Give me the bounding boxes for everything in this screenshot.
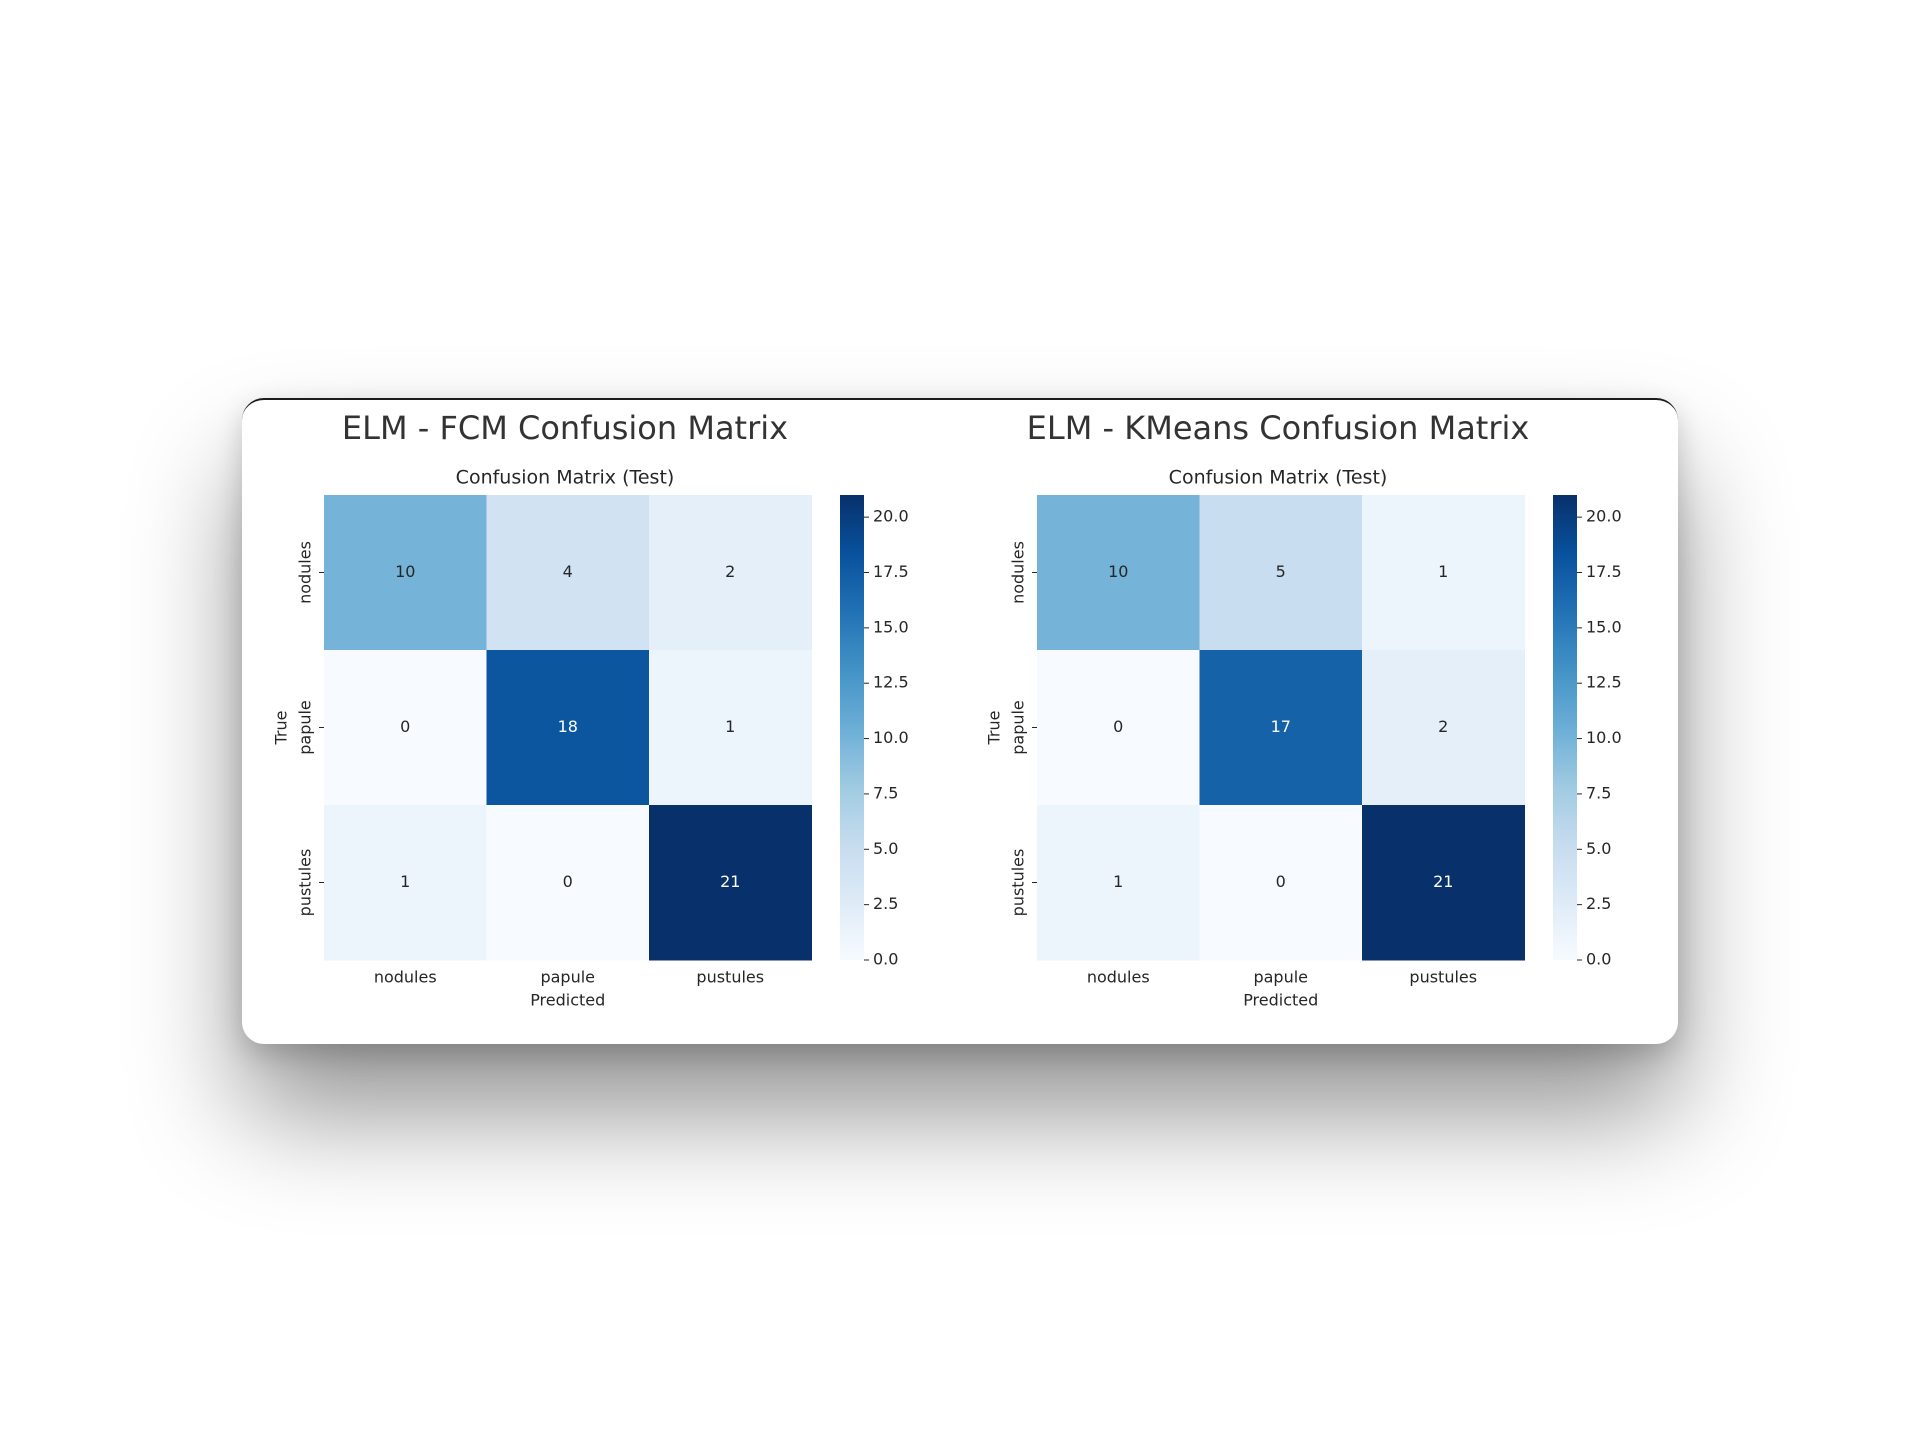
colorbar-tick-label: 15.0 xyxy=(873,617,909,636)
cell-value-label: 4 xyxy=(563,562,573,581)
cell-value-label: 10 xyxy=(395,562,415,581)
plot-title: Confusion Matrix (Test) xyxy=(456,467,675,489)
heatmap-panel-1: ELM - FCM Confusion Matrix Confusion Matr… xyxy=(272,409,909,1010)
colorbar-tick-label: 2.5 xyxy=(873,894,898,913)
heatmap-cell xyxy=(1362,650,1525,806)
cell-value-label: 2 xyxy=(1438,717,1448,736)
colorbar xyxy=(840,495,864,960)
heatmap-cell xyxy=(1037,805,1200,961)
heatmap-cell xyxy=(1199,495,1363,651)
colorbar-tick-label: 7.5 xyxy=(1586,783,1611,802)
cell-value-label: 0 xyxy=(1113,717,1123,736)
y-tick-label: pustules xyxy=(1009,849,1028,917)
cell-value-label: 17 xyxy=(1271,717,1291,736)
cell-value-label: 2 xyxy=(725,562,735,581)
x-tick-label: nodules xyxy=(1087,968,1150,987)
colorbar-tick-label: 5.0 xyxy=(873,839,898,858)
heatmap-cell xyxy=(649,805,812,961)
y-tick-label: nodules xyxy=(296,541,315,604)
cell-value-label: 21 xyxy=(1433,872,1453,891)
heatmap-cell xyxy=(1037,495,1200,651)
colorbar xyxy=(1553,495,1577,960)
cell-value-label: 0 xyxy=(563,872,573,891)
cell-value-label: 1 xyxy=(725,717,735,736)
y-tick-label: papule xyxy=(1009,700,1028,755)
colorbar-tick-label: 10.0 xyxy=(873,728,909,747)
heatmap-cell xyxy=(324,495,487,651)
x-tick-label: pustules xyxy=(1409,968,1477,987)
colorbar-tick-label: 20.0 xyxy=(1586,507,1622,526)
heatmap-cell xyxy=(1199,650,1363,806)
confusion-matrix-figure: ELM - FCM Confusion Matrix Confusion Matr… xyxy=(272,409,1622,1010)
colorbar-tick-label: 12.5 xyxy=(873,673,909,692)
heatmap-cell xyxy=(1037,650,1200,806)
heatmap-panel-2: ELM - KMeans Confusion Matrix Confusion M… xyxy=(985,409,1622,1010)
colorbar-tick-label: 2.5 xyxy=(1586,894,1611,913)
cell-value-label: 1 xyxy=(1113,872,1123,891)
colorbar-tick-label: 17.5 xyxy=(873,562,909,581)
x-tick-label: papule xyxy=(1253,968,1308,987)
x-tick-label: nodules xyxy=(374,968,437,987)
heatmap-cell xyxy=(486,650,650,806)
heatmap-cell xyxy=(649,650,812,806)
x-axis-label: Predicted xyxy=(530,991,605,1010)
cell-value-label: 0 xyxy=(1276,872,1286,891)
heatmap-cell xyxy=(1362,805,1525,961)
x-tick-label: papule xyxy=(540,968,595,987)
x-axis-label: Predicted xyxy=(1243,991,1318,1010)
y-tick-label: papule xyxy=(296,700,315,755)
y-axis-label: True xyxy=(272,711,291,746)
colorbar-tick-label: 0.0 xyxy=(873,950,898,969)
cell-value-label: 1 xyxy=(400,872,410,891)
colorbar-tick-label: 0.0 xyxy=(1586,950,1611,969)
y-tick-label: nodules xyxy=(1009,541,1028,604)
plot-title: Confusion Matrix (Test) xyxy=(1169,467,1388,489)
cell-value-label: 21 xyxy=(720,872,740,891)
figure-card: ELM - FCM Confusion Matrix Confusion Matr… xyxy=(242,398,1678,1044)
x-tick-label: pustules xyxy=(696,968,764,987)
colorbar-tick-label: 7.5 xyxy=(873,783,898,802)
colorbar-tick-label: 15.0 xyxy=(1586,617,1622,636)
heatmap-cell xyxy=(486,495,650,651)
y-tick-label: pustules xyxy=(296,849,315,917)
cell-value-label: 10 xyxy=(1108,562,1128,581)
heatmap-cell xyxy=(324,805,487,961)
colorbar-tick-label: 20.0 xyxy=(873,507,909,526)
colorbar-tick-label: 17.5 xyxy=(1586,562,1622,581)
colorbar-tick-label: 12.5 xyxy=(1586,673,1622,692)
heatmap-cell xyxy=(1362,495,1525,651)
heatmap-cell xyxy=(324,650,487,806)
cell-value-label: 0 xyxy=(400,717,410,736)
heatmap-cell xyxy=(649,495,812,651)
cell-value-label: 1 xyxy=(1438,562,1448,581)
y-axis-label: True xyxy=(985,711,1004,746)
colorbar-tick-label: 5.0 xyxy=(1586,839,1611,858)
heatmap-cell xyxy=(1199,805,1363,961)
colorbar-tick-label: 10.0 xyxy=(1586,728,1622,747)
heatmap-cell xyxy=(486,805,650,961)
cell-value-label: 18 xyxy=(558,717,578,736)
cell-value-label: 5 xyxy=(1276,562,1286,581)
figure-title: ELM - KMeans Confusion Matrix xyxy=(1027,409,1530,447)
figure-title: ELM - FCM Confusion Matrix xyxy=(342,409,788,447)
